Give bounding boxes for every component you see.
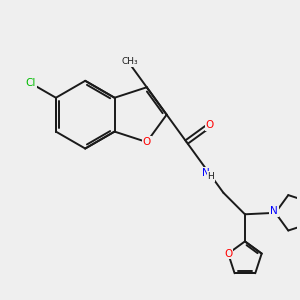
Text: O: O — [224, 249, 232, 259]
Text: O: O — [206, 120, 214, 130]
Text: Cl: Cl — [26, 78, 36, 88]
Text: O: O — [142, 137, 151, 147]
Text: N: N — [202, 167, 209, 178]
Text: H: H — [207, 172, 214, 181]
Text: N: N — [270, 206, 278, 216]
Text: CH₃: CH₃ — [122, 57, 138, 66]
